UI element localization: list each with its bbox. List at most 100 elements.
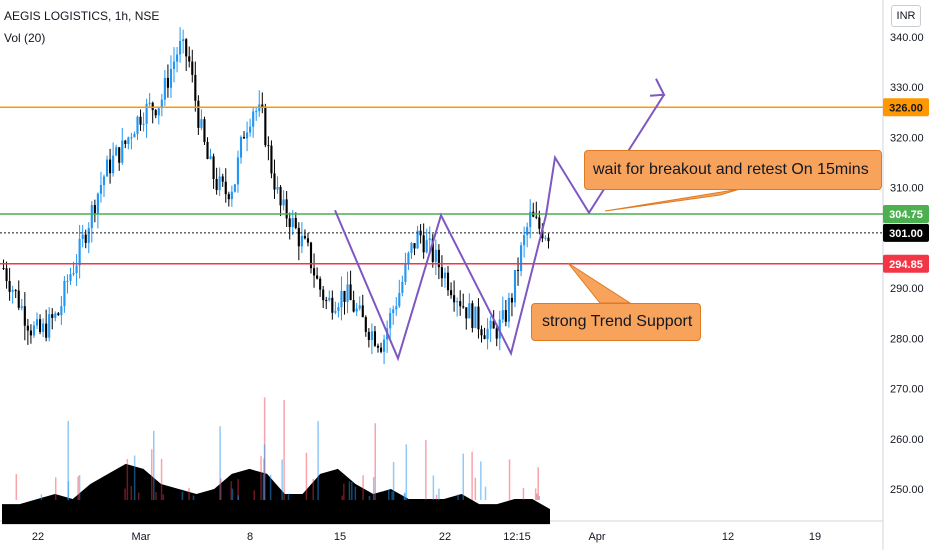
price-label-box bbox=[883, 205, 929, 224]
volume-bar bbox=[237, 479, 239, 500]
candle-body bbox=[45, 323, 48, 338]
y-tick-label: 250.00 bbox=[890, 484, 924, 496]
support-callout[interactable]: strong Trend Support bbox=[531, 303, 701, 341]
candle-body bbox=[340, 290, 343, 308]
candle-body bbox=[355, 308, 358, 312]
candle-body bbox=[218, 176, 221, 191]
volume-bar bbox=[457, 494, 459, 500]
candle-body bbox=[246, 132, 249, 139]
candle-body bbox=[102, 176, 106, 186]
volume-bar bbox=[253, 490, 256, 500]
candle-body bbox=[425, 240, 428, 253]
candle-body bbox=[142, 123, 145, 125]
x-tick-label: 8 bbox=[247, 531, 253, 543]
candle-body bbox=[416, 230, 419, 249]
candle-body bbox=[145, 103, 148, 124]
candle-body bbox=[236, 157, 240, 185]
candle-body bbox=[407, 252, 410, 264]
candle-body bbox=[285, 199, 288, 219]
candle-body bbox=[334, 310, 337, 313]
pattern-drawing[interactable] bbox=[334, 94, 665, 362]
candle-body bbox=[5, 268, 8, 282]
symbol-title[interactable]: AEGIS LOGISTICS, 1h, NSE bbox=[4, 9, 160, 23]
candle-body bbox=[81, 234, 84, 239]
volume-bar bbox=[404, 492, 406, 500]
candle-body bbox=[230, 191, 233, 200]
volume-bar bbox=[354, 486, 357, 500]
y-axis-ticks: 340.00 330.00 320.00 310.00 290.00 280.00 270.… bbox=[890, 32, 924, 496]
candle-body bbox=[203, 119, 206, 142]
candle-body bbox=[261, 104, 264, 107]
x-tick-label: 12:15 bbox=[503, 531, 531, 543]
volume-bar bbox=[133, 455, 136, 500]
y-tick-label: 270.00 bbox=[890, 384, 924, 396]
candle-body bbox=[124, 140, 127, 144]
candle-body bbox=[398, 292, 401, 307]
volume-bar bbox=[405, 444, 408, 500]
candle-body bbox=[11, 290, 14, 292]
candle-body bbox=[239, 136, 243, 158]
volume-bar bbox=[263, 444, 266, 500]
candle-body bbox=[325, 300, 328, 302]
volume-bar bbox=[237, 495, 240, 500]
candle-body bbox=[115, 147, 118, 156]
candle-body bbox=[169, 68, 173, 88]
candle-body bbox=[361, 305, 364, 318]
candle-body bbox=[337, 307, 340, 311]
volume-bar bbox=[181, 491, 184, 500]
candle-body bbox=[54, 313, 57, 318]
horizontal-levels[interactable] bbox=[0, 106, 883, 265]
candle-body bbox=[151, 102, 154, 111]
volume-bar bbox=[351, 482, 353, 500]
y-tick-label: 330.00 bbox=[890, 82, 924, 94]
price-label-text: 326.00 bbox=[889, 102, 923, 114]
volume-bar bbox=[362, 475, 364, 500]
candle-body bbox=[483, 335, 486, 339]
candle-body bbox=[471, 303, 474, 328]
volume-bar bbox=[480, 461, 482, 500]
volume-bar bbox=[317, 421, 319, 500]
candle-body bbox=[182, 39, 185, 42]
volume-bar bbox=[67, 420, 69, 500]
candle-body bbox=[328, 297, 331, 301]
candle-body bbox=[443, 272, 447, 279]
candle-body bbox=[26, 325, 29, 331]
candle-body bbox=[20, 306, 23, 308]
candle-body bbox=[139, 116, 142, 125]
candle-body bbox=[431, 238, 434, 262]
volume-bar bbox=[312, 479, 314, 500]
volume-bar bbox=[348, 481, 351, 500]
y-tick-label: 340.00 bbox=[890, 32, 924, 44]
breakout-callout-pointer bbox=[604, 188, 741, 212]
breakout-callout[interactable]: wait for breakout and retest On 15mins bbox=[584, 150, 882, 190]
candle-body bbox=[78, 238, 81, 266]
volume-legend[interactable]: Vol (20) bbox=[4, 31, 46, 45]
candle-body bbox=[252, 111, 255, 127]
candlestick-series bbox=[2, 27, 550, 365]
candle-body bbox=[489, 320, 492, 329]
candle-body bbox=[48, 314, 51, 338]
y-tick-label: 310.00 bbox=[890, 183, 924, 195]
candle-body bbox=[130, 137, 133, 139]
candle-body bbox=[63, 280, 66, 307]
volume-bar bbox=[391, 491, 393, 500]
candle-body bbox=[392, 309, 395, 314]
candle-body bbox=[14, 290, 17, 292]
candle-body bbox=[273, 173, 276, 190]
candle-body bbox=[157, 108, 160, 116]
candle-body bbox=[538, 217, 541, 229]
candle-body bbox=[513, 269, 517, 303]
candle-body bbox=[194, 74, 197, 101]
candle-body bbox=[118, 147, 121, 163]
volume-bar bbox=[77, 476, 79, 500]
candle-body bbox=[133, 133, 136, 138]
currency-button[interactable]: INR bbox=[891, 5, 921, 27]
candle-body bbox=[51, 314, 54, 318]
candle-body bbox=[179, 41, 182, 55]
x-tick-label: Mar bbox=[132, 531, 151, 543]
candle-body bbox=[453, 295, 456, 303]
candle-body bbox=[200, 119, 203, 128]
volume-bar bbox=[471, 451, 473, 500]
candle-body bbox=[291, 217, 294, 228]
